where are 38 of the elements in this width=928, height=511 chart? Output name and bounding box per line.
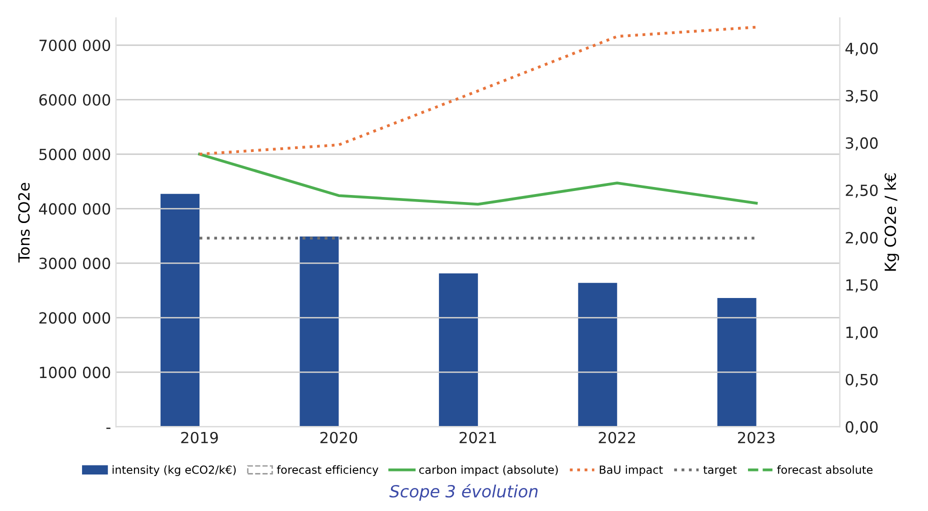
- line-series: [198, 26, 758, 156]
- y2-tick-label: 3,50: [846, 90, 878, 104]
- x-tick-label: 2021: [460, 432, 496, 444]
- legend-label: carbon impact (absolute): [419, 465, 558, 476]
- y2-tick-label: 2,00: [846, 232, 878, 246]
- x-tick-label: 2019: [181, 432, 218, 444]
- text: Scope 3 évolution: [389, 484, 538, 501]
- legend-label: forecast absolute: [777, 465, 873, 474]
- bar: [438, 273, 478, 427]
- legend-label: forecast efficiency: [276, 465, 378, 476]
- y-tick-label: -: [106, 428, 110, 429]
- y2-tick-label: 4,00: [845, 42, 878, 56]
- bar: [717, 298, 756, 427]
- y2-tick-label: 0,50: [846, 374, 878, 387]
- y-axis-title: Tons CO2e: [18, 182, 30, 263]
- y-tick-label: 2000 000: [39, 312, 110, 324]
- y-tick-label: 7000 000: [39, 40, 110, 52]
- y2-tick-label: 3,00: [846, 137, 878, 150]
- x-tick-label: 2020: [320, 432, 358, 444]
- y-tick-label: 4000 000: [38, 203, 110, 215]
- y2-tick-label: 2,50: [846, 184, 878, 198]
- y-tick-label: 3000 000: [39, 258, 110, 270]
- y-tick-label: 1000 000: [40, 366, 110, 378]
- y-tick-label: 5000 000: [39, 148, 110, 160]
- x-tick-label: 2023: [738, 432, 775, 444]
- line-series: [198, 152, 758, 206]
- legend-label: intensity (kg eCO2/k€): [112, 465, 236, 476]
- y2-axis-title: Kg CO2e / k€: [884, 173, 900, 271]
- legend-label: target: [703, 466, 737, 476]
- bar: [300, 236, 339, 427]
- bar: [160, 194, 200, 427]
- y2-tick-label: 1,50: [846, 279, 878, 292]
- legend-label: BaU impact: [600, 465, 663, 476]
- x-tick-label: 2022: [598, 432, 636, 444]
- bar: [578, 282, 618, 427]
- y2-tick-label: 0,00: [846, 421, 878, 434]
- y2-tick-label: 1,00: [846, 326, 878, 340]
- y-tick-label: 6000 000: [39, 94, 110, 106]
